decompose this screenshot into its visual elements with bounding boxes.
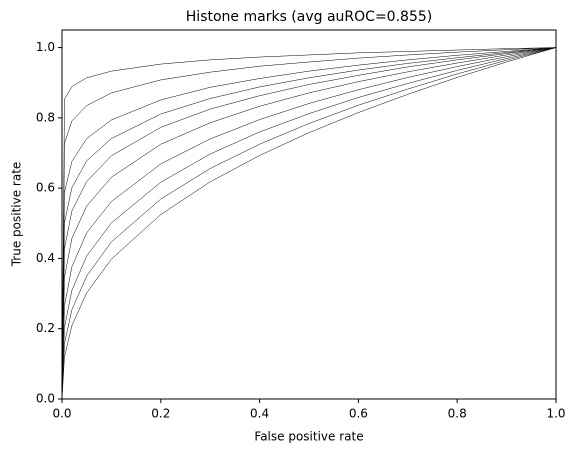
x-tick-label: 0.0 xyxy=(52,407,71,421)
chart-title: Histone marks (avg auROC=0.855) xyxy=(186,9,432,25)
x-tick-label: 0.6 xyxy=(349,407,368,421)
x-tick-label: 0.8 xyxy=(448,407,467,421)
x-tick-label: 0.2 xyxy=(151,407,170,421)
roc-curve xyxy=(61,47,557,400)
y-axis-label: True positive rate xyxy=(10,162,24,268)
roc-curve xyxy=(61,47,557,400)
x-axis-label: False positive rate xyxy=(254,430,363,444)
y-tick-label: 1.0 xyxy=(36,40,55,54)
roc-curve xyxy=(61,47,557,400)
x-tick-label: 0.4 xyxy=(250,407,269,421)
roc-curve xyxy=(61,47,557,400)
y-tick-label: 0.0 xyxy=(36,392,55,406)
x-tick-label: 1.0 xyxy=(546,407,565,421)
y-tick-label: 0.2 xyxy=(36,321,55,335)
plot-frame xyxy=(61,29,557,400)
y-tick-label: 0.4 xyxy=(36,251,55,265)
roc-curve xyxy=(61,47,557,400)
roc-curve xyxy=(61,47,557,400)
roc-curve xyxy=(61,47,557,400)
y-tick-label: 0.6 xyxy=(36,181,55,195)
roc-curve xyxy=(61,47,557,400)
roc-curve xyxy=(61,47,557,400)
roc-curve xyxy=(61,47,557,400)
y-tick-label: 0.8 xyxy=(36,110,55,124)
